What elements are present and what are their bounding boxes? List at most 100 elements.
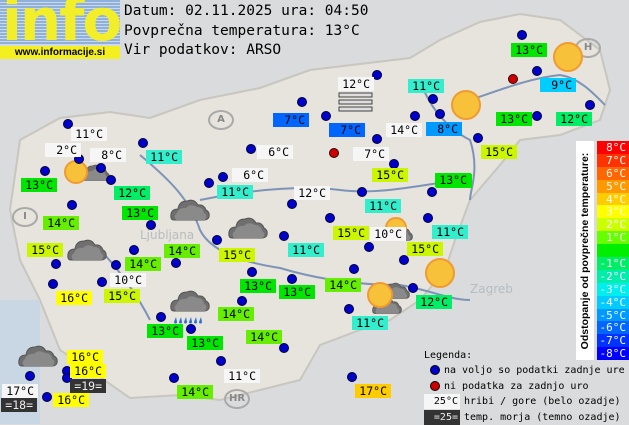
station-dot-available[interactable] [410,111,420,121]
station-dot-available[interactable] [146,220,156,230]
station-dot-available[interactable] [218,172,228,182]
station-dot-available[interactable] [287,199,297,209]
hill-temperature-label: 6°C [232,168,268,182]
scale-step: 3°C [597,205,629,218]
station-dot-available[interactable] [67,200,77,210]
station-dot-available[interactable] [357,187,367,197]
station-temperature-label: 14°C [43,216,79,230]
station-dot-available[interactable] [287,274,297,284]
cloud-icon [228,214,268,240]
station-temperature-label: 11°C [432,225,468,239]
legend-unavailable-text: ni podatka za zadnjo uro [444,381,589,392]
station-temperature-label: 13°C [187,336,223,350]
station-dot-available[interactable] [186,324,196,334]
station-temperature-label: 13°C [122,206,158,220]
legend-available-text: na voljo so podatki zadnje ure [444,365,625,376]
station-dot-available[interactable] [96,163,106,173]
station-temperature-label: 16°C [70,364,106,378]
scale-step: 5°C [597,180,629,193]
station-dot-available[interactable] [532,111,542,121]
station-dot-available[interactable] [138,138,148,148]
station-dot-available[interactable] [321,111,331,121]
station-dot-available[interactable] [435,109,445,119]
station-dot-available[interactable] [423,213,433,223]
station-dot-available[interactable] [532,66,542,76]
legend-sea-text: temp. morja (temno ozadje) [464,412,621,423]
station-dot-available[interactable] [237,296,247,306]
sea-temperature-label: =18= [1,398,37,412]
station-dot-available[interactable] [279,231,289,241]
logo-text: info [2,0,120,45]
station-temperature-label: 15°C [104,289,140,303]
station-dot-available[interactable] [25,371,35,381]
station-temperature-label: 14°C [177,385,213,399]
country-marker-croatia: HR [224,389,250,409]
station-temperature-label: 13°C [511,43,547,57]
station-temperature-label: 15°C [333,226,369,240]
station-dot-available[interactable] [585,100,595,110]
info-logo[interactable]: info [0,0,120,45]
station-dot-available[interactable] [364,242,374,252]
station-temperature-label: 13°C [240,279,276,293]
station-dot-available[interactable] [97,277,107,287]
station-dot-available[interactable] [212,235,222,245]
station-dot-available[interactable] [106,175,116,185]
station-dot-available[interactable] [247,267,257,277]
station-dot-available[interactable] [40,166,50,176]
station-dot-available[interactable] [48,279,58,289]
legend-hill-text: hribi / gore (belo ozadje) [464,396,621,407]
station-dot-available[interactable] [169,373,179,383]
station-dot-available[interactable] [246,144,256,154]
scale-step: 8°C [597,141,629,154]
station-temperature-label: 11°C [217,185,253,199]
hill-temperature-label: 12°C [294,186,330,200]
legend: Legenda: na voljo so podatki zadnje ure … [424,349,625,425]
station-dot-available[interactable] [204,178,214,188]
station-dot-available[interactable] [347,372,357,382]
station-dot-available[interactable] [111,260,121,270]
sea-temperature-label: =19= [70,379,106,393]
cloud-icon [170,196,210,222]
station-temperature-label: 11°C [352,316,388,330]
station-temperature-label: 13°C [496,112,532,126]
station-dot-available[interactable] [473,133,483,143]
station-dot-available[interactable] [216,356,226,366]
station-dot-available[interactable] [399,255,409,265]
station-temperature-label: 15°C [27,243,63,257]
station-dot-unavailable[interactable] [329,148,339,158]
scale-step: 1°C [597,231,629,244]
blue-dot-icon [430,365,440,375]
legend-item-available: na voljo so podatki zadnje ure [424,363,625,379]
hill-temperature-label: 10°C [370,227,406,241]
site-link[interactable]: www.informacije.si [0,46,120,59]
station-dot-available[interactable] [428,94,438,104]
station-dot-available[interactable] [279,343,289,353]
station-dot-available[interactable] [325,213,335,223]
station-dot-available[interactable] [297,97,307,107]
scale-step [597,244,629,257]
station-dot-available[interactable] [372,134,382,144]
station-dot-available[interactable] [42,392,52,402]
station-temperature-label: 12°C [114,186,150,200]
scale-step: -3°C [597,283,629,296]
station-dot-available[interactable] [171,258,181,268]
station-dot-available[interactable] [349,264,359,274]
station-temperature-label: 14°C [218,307,254,321]
station-temperature-label: 14°C [125,257,161,271]
station-temperature-label: 16°C [53,393,89,407]
station-temperature-label: 15°C [372,168,408,182]
station-temperature-label: 14°C [325,278,361,292]
station-dot-available[interactable] [408,283,418,293]
station-dot-unavailable[interactable] [508,74,518,84]
station-dot-available[interactable] [344,304,354,314]
station-temperature-label: 15°C [407,242,443,256]
station-dot-available[interactable] [156,312,166,322]
hill-temperature-label: 2°C [45,143,81,157]
station-dot-available[interactable] [517,30,527,40]
station-dot-available[interactable] [427,187,437,197]
station-dot-available[interactable] [51,259,61,269]
station-dot-available[interactable] [129,245,139,255]
station-temperature-label: 14°C [164,244,200,258]
legend-title: Legenda: [424,349,625,363]
